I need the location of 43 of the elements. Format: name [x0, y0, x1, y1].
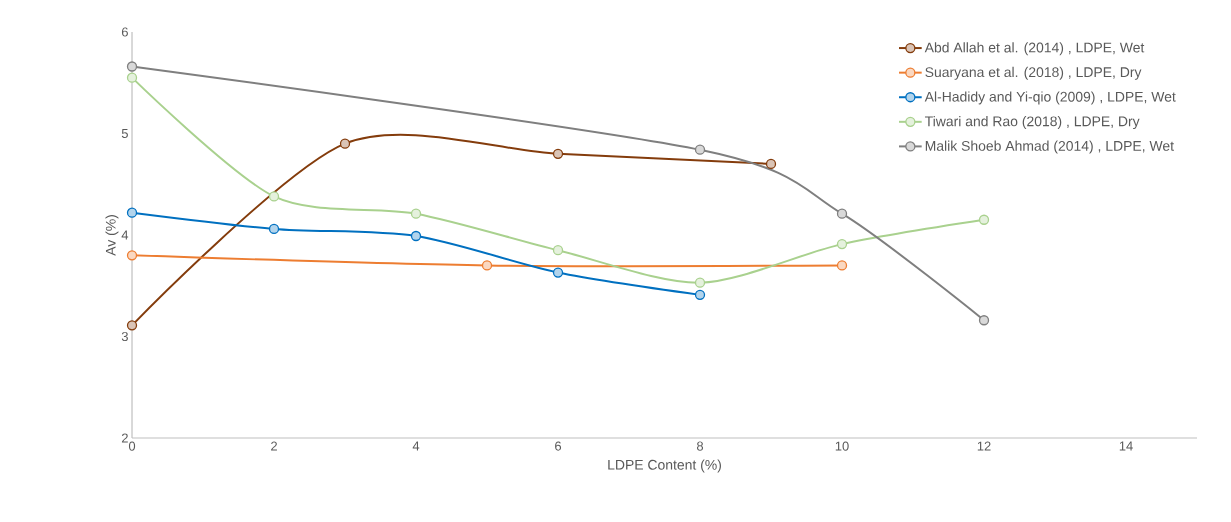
point: [552, 148, 564, 159]
point: [410, 208, 422, 219]
point: [694, 277, 706, 288]
legend-label: Al-Hadidy and Yi-qio (2009) , LDPE, Wet: [924, 91, 1176, 105]
legend-label: Tiwari and Rao (2018) , LDPE, Dry: [925, 116, 1140, 130]
point: [126, 72, 138, 83]
point: [126, 61, 138, 72]
point: [339, 138, 351, 149]
x-tick-label: 2: [271, 441, 277, 451]
y-tick-label: 3: [121, 331, 128, 342]
legend-label: Suaryana et al. (2018) , LDPE, Dry: [925, 66, 1142, 80]
point: [552, 267, 564, 278]
legend-label: Malik Shoeb Ahmad (2014) , LDPE, Wet: [925, 140, 1174, 154]
y-axis-title: Av (%): [105, 215, 119, 256]
point: [268, 191, 280, 202]
x-tick-label: 10: [835, 441, 849, 451]
x-tick-label: 14: [1119, 441, 1133, 451]
point: [836, 208, 848, 219]
point: [481, 260, 493, 271]
y-tick-label: 5: [121, 128, 128, 138]
point: [268, 223, 280, 235]
point: [126, 207, 138, 218]
x-tick-label: 6: [555, 441, 562, 451]
point: [552, 245, 564, 256]
x-tick-label: 0: [128, 441, 136, 451]
point: [126, 250, 138, 261]
point: [978, 214, 990, 225]
point: [126, 320, 138, 331]
y-tick-label: 2: [121, 433, 128, 443]
point: [694, 289, 706, 301]
point: [694, 144, 706, 155]
x-axis-title: LDPE Content (%): [608, 459, 721, 473]
x-tick-label: 4: [412, 441, 420, 451]
x-tick-label: 8: [696, 441, 704, 451]
point: [765, 158, 777, 170]
y-tick-label: 6: [121, 27, 128, 37]
point: [836, 260, 848, 271]
point: [978, 315, 990, 326]
y-tick-label: 4: [121, 230, 129, 240]
x-tick-label: 12: [977, 441, 991, 451]
point: [836, 238, 848, 250]
point: [410, 230, 422, 242]
legend-label: Abd Allah et al. (2014) , LDPE, Wet: [924, 42, 1145, 56]
